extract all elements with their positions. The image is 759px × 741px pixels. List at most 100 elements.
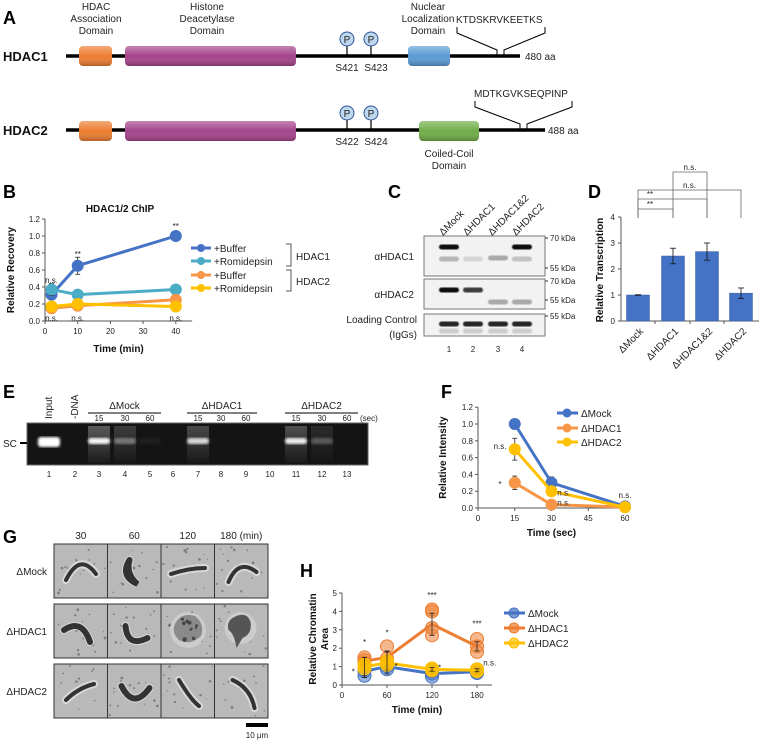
chromatin-speck (180, 617, 184, 621)
significance-annotation: * (385, 629, 388, 638)
blot-membrane (423, 235, 546, 277)
debris-speck (143, 703, 145, 705)
phospho-symbol: P (344, 109, 351, 120)
debris-speck (240, 590, 243, 593)
dna-band (187, 438, 209, 444)
dna-smear (311, 426, 333, 463)
chromatin-body (177, 678, 201, 708)
chromatin-body (122, 623, 151, 644)
y-tick-label: 0.8 (29, 249, 41, 258)
domain-label-coiled-coil: Coiled-Coil Domain (425, 149, 474, 172)
panel-label-g: G (3, 527, 17, 547)
chromatin-body (64, 562, 98, 582)
significance-annotation: *** (472, 619, 481, 628)
panel-g-micrographs: G 30 60 120 180 (min) ΔMock ΔHDAC1 ΔHDAC2 10 μm (3, 527, 269, 740)
debris-speck (262, 665, 265, 667)
legend-swatch-marker (508, 637, 520, 649)
debris-speck (216, 636, 218, 638)
y-tick-label: 2 (333, 644, 338, 653)
debris-speck (206, 558, 208, 560)
legend-group-label: HDAC1 (296, 252, 330, 263)
legend-label: +Buffer (214, 271, 247, 282)
time-label: 60 (242, 414, 251, 423)
debris-speck (153, 635, 156, 637)
phospho-site: P S424 (363, 105, 388, 148)
debris-speck (221, 589, 224, 593)
legend-group-bracket (286, 269, 292, 292)
time-unit-label: (sec) (360, 414, 378, 423)
legend-group-label: HDAC2 (296, 277, 330, 288)
domain-shade (125, 121, 296, 141)
tail-sequence: MDTKGVKSEQPINP (474, 89, 568, 100)
dna-band (139, 438, 161, 444)
protein-band (488, 255, 508, 261)
domain-shade (79, 121, 112, 141)
phospho-symbol: P (368, 35, 375, 46)
y-axis-label: Relative Recovery (6, 226, 17, 313)
significance-annotation: *** (427, 591, 436, 600)
time-label: 15 (292, 414, 301, 423)
domain-label-deacetylase: Histone Deacetylase Domain (179, 2, 234, 37)
chromatin-speck (187, 620, 192, 625)
protein-name: HDAC1 (3, 49, 48, 64)
debris-speck (173, 701, 176, 704)
debris-speck (104, 567, 106, 570)
y-tick-label: 2 (611, 265, 616, 274)
significance-label: n.s. (683, 181, 696, 190)
y-axis-label: Relative Intensity (438, 416, 449, 499)
x-tick-label: 60 (621, 514, 630, 523)
significance-bracket (672, 171, 708, 218)
x-tick-label: 30 (139, 327, 148, 336)
data-point (545, 485, 558, 498)
tail-bracket (456, 27, 498, 56)
legend-item: ΔHDAC1 (557, 423, 622, 435)
debris-speck (60, 566, 64, 570)
debris-speck (227, 611, 230, 613)
debris-speck (166, 690, 169, 692)
x-tick-label: 45 (584, 514, 593, 523)
debris-speck (74, 614, 77, 617)
debris-speck (132, 566, 136, 570)
blot-label: αHDAC1 (374, 252, 414, 263)
debris-speck (203, 587, 205, 589)
y-tick-label: 3 (333, 626, 338, 635)
debris-speck (181, 707, 184, 709)
panel-label-h: H (300, 561, 313, 581)
series-line (364, 661, 478, 672)
debris-speck (219, 548, 222, 551)
micrograph-background (214, 663, 269, 719)
x-axis-label: Time (sec) (527, 528, 576, 539)
chromatin-body (226, 564, 259, 584)
protein-band (488, 321, 508, 327)
significance-label: ** (647, 200, 653, 209)
protein-band (488, 328, 508, 334)
dna-smear (114, 426, 136, 463)
chromatin-mass (228, 614, 251, 648)
y-tick-label: 1.0 (462, 420, 474, 429)
group-label: ΔMock (109, 401, 141, 412)
series-line (51, 288, 176, 297)
significance-annotation: n.s. (483, 659, 496, 668)
lane-number: 5 (148, 470, 153, 479)
debris-speck (59, 682, 62, 685)
x-tick-label: 0 (476, 514, 481, 523)
dna-band (88, 438, 110, 444)
debris-speck (113, 687, 115, 690)
debris-speck (230, 706, 234, 709)
debris-speck (109, 561, 112, 564)
chromatin-speck (182, 637, 187, 642)
debris-speck (223, 604, 227, 608)
chromatin-speck (182, 621, 186, 626)
debris-speck (149, 614, 152, 616)
debris-speck (243, 679, 246, 683)
blot-2: αHDAC2 70 kDa 55 kDa (374, 277, 576, 310)
blot-label: (IgGs) (389, 330, 417, 341)
protein-hdac1: HDAC1 P S421 P S423 KTDSKRVKEETKS (3, 15, 556, 74)
y-axis-label: Area (320, 627, 331, 650)
chromatin-speck (191, 636, 196, 641)
panel-label-e: E (3, 382, 15, 402)
y-axis-label: Relative Transcription (595, 218, 606, 322)
significance-annotation: n.s. (557, 498, 570, 507)
y-tick-label: 0 (611, 317, 616, 326)
row-label: ΔMock (16, 567, 48, 578)
